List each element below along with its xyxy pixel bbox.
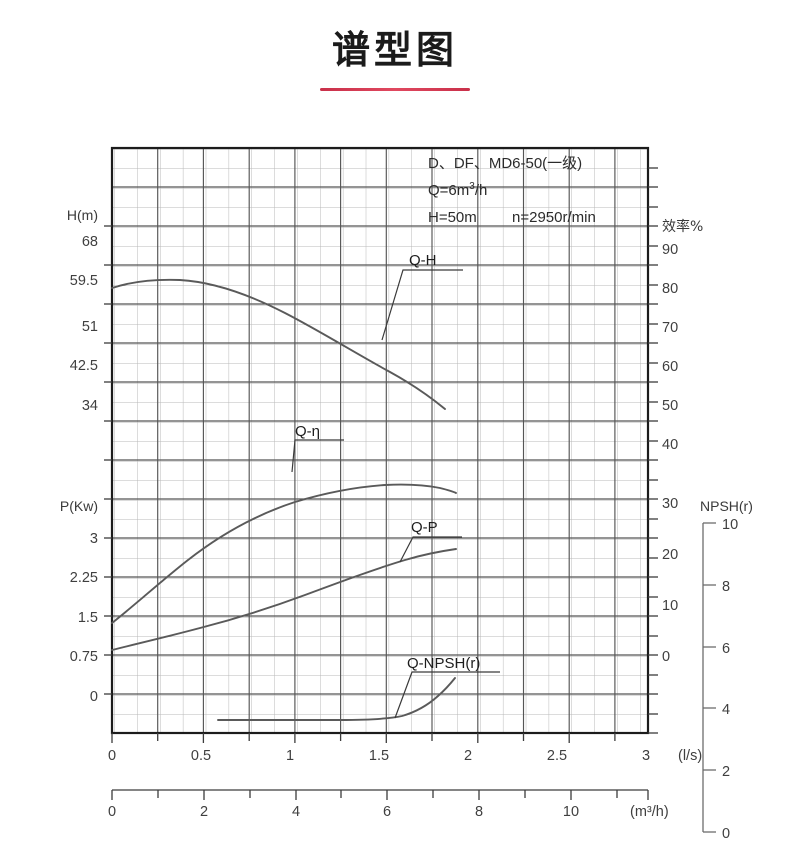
leader-q-h <box>381 269 463 341</box>
x-tick-secondary-5: 10 <box>563 804 579 820</box>
left-axis-ticks <box>104 225 112 695</box>
efficiency-axis-ticks <box>648 167 658 734</box>
x-tick-primary-2: 1 <box>286 748 294 764</box>
curve-group <box>111 278 457 721</box>
annotation-flow: Q=6m3/h <box>428 181 487 199</box>
y-tick-eff-9: 0 <box>662 649 670 665</box>
x-tick-secondary-1: 2 <box>200 804 208 820</box>
right-axis-efficiency: 效率% 90 80 70 60 50 40 30 20 10 0 <box>648 167 703 734</box>
grid-major-vertical <box>111 148 616 733</box>
curve-q-p <box>111 548 457 651</box>
y-tick-power-0: 3 <box>90 531 98 547</box>
y-axis-npsh-label: NPSH(r) <box>700 498 753 514</box>
y-tick-eff-4: 50 <box>662 398 678 414</box>
y-tick-npsh-5: 0 <box>722 826 730 842</box>
x-tick-secondary-2: 4 <box>292 804 300 820</box>
y-tick-eff-6: 30 <box>662 496 678 512</box>
x-tick-primary-5: 2.5 <box>547 748 567 764</box>
curve-label-q-h: Q-H <box>409 252 437 269</box>
y-tick-eff-8: 10 <box>662 598 678 614</box>
annotation-head: H=50m <box>428 209 477 226</box>
x-axis-primary-ticks <box>111 733 616 743</box>
y-tick-eff-0: 90 <box>662 242 678 258</box>
x-tick-primary-4: 2 <box>464 748 472 764</box>
curve-q-eta <box>111 483 457 624</box>
y-axis-power-label: P(Kw) <box>60 498 98 514</box>
leader-q-p <box>399 536 462 563</box>
y-tick-power-4: 0 <box>90 689 98 705</box>
title-underline-rule <box>320 88 470 91</box>
y-tick-power-1: 2.25 <box>70 570 98 586</box>
annotation-model: D、DF、MD6-50(一级) <box>428 155 582 172</box>
curve-labels: Q-H Q-η Q-P Q-NPSH(r) <box>295 252 480 672</box>
title-block: 谱型图 <box>0 26 790 91</box>
annotation-speed: n=2950r/min <box>512 209 596 226</box>
curve-label-q-p: Q-P <box>411 519 438 536</box>
y-axis-head-label: H(m) <box>67 207 98 223</box>
y-tick-head-2: 51 <box>82 319 98 335</box>
y-tick-eff-7: 20 <box>662 547 678 563</box>
y-tick-npsh-0: 10 <box>722 517 738 533</box>
right-axis-npsh: NPSH(r) 10 8 6 4 2 0 <box>700 498 753 842</box>
x-axis-secondary-ticks <box>111 790 649 800</box>
y-tick-eff-3: 60 <box>662 359 678 375</box>
plot-grid <box>110 146 650 735</box>
y-tick-head-0: 68 <box>82 234 98 250</box>
x-tick-primary-3: 1.5 <box>369 748 389 764</box>
x-tick-primary-1: 0.5 <box>191 748 211 764</box>
x-tick-primary-0: 0 <box>108 748 116 764</box>
y-tick-npsh-3: 4 <box>722 702 730 718</box>
chart-svg: D、DF、MD6-50(一级) Q=6m3/h H=50m n=2950r/mi… <box>60 146 753 842</box>
y-tick-head-1: 59.5 <box>70 273 98 289</box>
curve-q-npsh <box>217 677 456 721</box>
npsh-axis-ticks <box>703 522 716 833</box>
leader-q-npsh <box>394 671 500 719</box>
y-tick-power-2: 1.5 <box>78 610 98 626</box>
y-tick-head-3: 42.5 <box>70 358 98 374</box>
x-axis-secondary-unit: (m³/h) <box>630 804 669 820</box>
y-tick-npsh-4: 2 <box>722 764 730 780</box>
y-tick-eff-1: 80 <box>662 281 678 297</box>
page-title: 谱型图 <box>331 28 458 72</box>
x-tick-primary-6: 3 <box>642 748 650 764</box>
annotation-flow-suffix: /h <box>475 182 488 199</box>
chart-annotation: D、DF、MD6-50(一级) Q=6m3/h H=50m n=2950r/mi… <box>428 155 596 226</box>
y-tick-npsh-1: 8 <box>722 579 730 595</box>
y-tick-head-4: 34 <box>82 398 98 414</box>
leader-q-eta <box>291 439 344 473</box>
curve-leaders <box>291 269 500 719</box>
x-axis-primary: 0 0.5 1 1.5 2 2.5 3 (l/s) <box>108 733 702 764</box>
y-axis-efficiency-label: 效率% <box>662 218 703 235</box>
x-axis-primary-unit: (l/s) <box>678 748 702 764</box>
x-tick-secondary-0: 0 <box>108 804 116 820</box>
y-tick-npsh-2: 6 <box>722 641 730 657</box>
curve-label-q-npsh: Q-NPSH(r) <box>407 655 480 672</box>
performance-chart: D、DF、MD6-50(一级) Q=6m3/h H=50m n=2950r/mi… <box>0 110 790 850</box>
curve-label-q-eta: Q-η <box>295 423 320 440</box>
x-axis-secondary: 0 2 4 6 8 10 (m³/h) <box>108 789 669 820</box>
left-axis: H(m) 68 59.5 51 42.5 34 P(Kw) 3 2.25 1.5… <box>60 207 112 705</box>
y-tick-power-3: 0.75 <box>70 649 98 665</box>
annotation-flow-prefix: Q=6m <box>428 182 469 199</box>
x-tick-secondary-3: 6 <box>383 804 391 820</box>
y-tick-eff-2: 70 <box>662 320 678 336</box>
curve-q-h <box>111 278 446 410</box>
x-tick-secondary-4: 8 <box>475 804 483 820</box>
y-tick-eff-5: 40 <box>662 437 678 453</box>
annotation-flow-sup: 3 <box>469 181 475 192</box>
